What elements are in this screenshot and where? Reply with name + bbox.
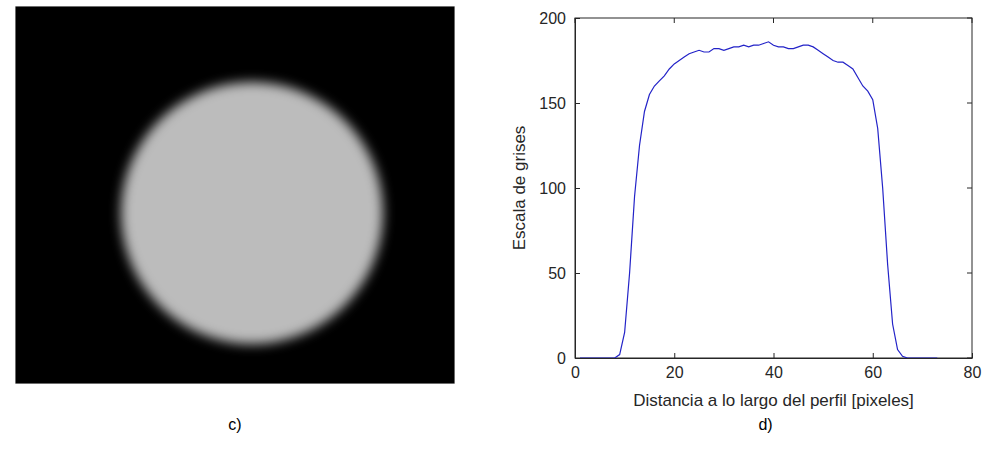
tick: 60 (864, 353, 882, 381)
tick: 200 (539, 10, 580, 27)
panel-caption: d) (758, 416, 772, 433)
tick: 100 (539, 180, 580, 197)
tick-label: 80 (964, 364, 982, 381)
tick-mark (774, 353, 775, 358)
tick-label: 150 (539, 95, 566, 112)
chart: 0 20 40 60 80 0 50 100 150 200 Distancia a lo larg… (510, 10, 982, 410)
tick-label: 50 (548, 265, 566, 282)
marks (580, 42, 937, 358)
tick-label: 20 (666, 364, 684, 381)
image-background (15, 6, 455, 384)
tick-label: 0 (557, 350, 566, 367)
x-axis: 0 20 40 60 80 (571, 353, 981, 381)
tick-mark (873, 353, 874, 358)
tick-mark (575, 358, 580, 359)
profile-line (580, 42, 937, 358)
tick: 80 (964, 353, 982, 381)
tick: 150 (539, 95, 580, 112)
tick-label: 60 (864, 364, 882, 381)
tick-mark (967, 103, 972, 104)
tick: 50 (548, 265, 580, 282)
x-axis-title: Distancia a lo largo del perfil [pixeles… (633, 391, 914, 410)
tick-label: 200 (539, 10, 566, 27)
tick-mark (575, 273, 580, 274)
tick-label: 40 (765, 364, 783, 381)
y-axis-title: Escala de grises (510, 126, 529, 251)
tick-mark (575, 103, 580, 104)
image-panel (15, 6, 455, 384)
tick-mark (972, 18, 973, 23)
panel-caption: c) (228, 416, 241, 433)
canvas: c) 0 20 40 60 80 0 50 100 150 200 Distancia a lo la… (0, 0, 987, 449)
tick-mark (674, 353, 675, 358)
tick-mark (575, 18, 576, 23)
tick-label: 100 (539, 180, 566, 197)
tick-mark (872, 18, 873, 23)
plot-frame (575, 18, 972, 358)
tick-mark (773, 18, 774, 23)
tick-label: 0 (571, 364, 580, 381)
tick: 20 (666, 353, 684, 381)
tick-mark (575, 18, 580, 19)
tick-mark (972, 353, 973, 358)
tick-mark (967, 188, 972, 189)
axis-line (576, 358, 973, 359)
tick-mark (967, 18, 972, 19)
tick-mark (967, 273, 972, 274)
y-axis: 0 50 100 150 200 (539, 10, 580, 367)
disk (121, 82, 383, 344)
tick: 0 (557, 350, 580, 367)
tick-mark (967, 358, 972, 359)
tick-mark (575, 188, 580, 189)
tick-mark (674, 18, 675, 23)
tick: 40 (765, 353, 783, 381)
